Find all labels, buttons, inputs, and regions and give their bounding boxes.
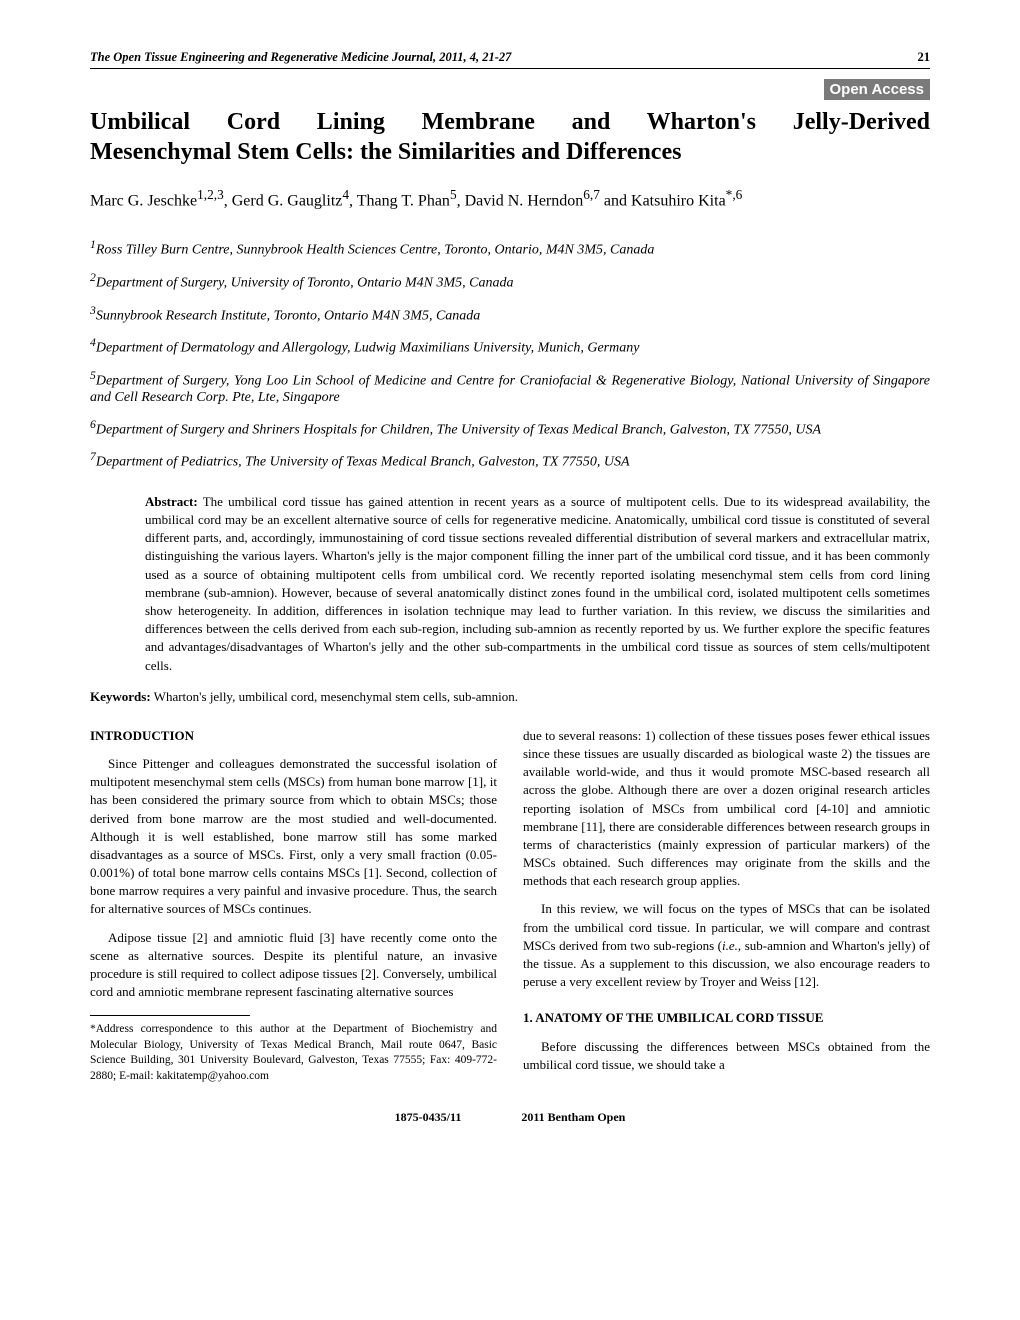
affiliation: 7Department of Pediatrics, The Universit… (90, 450, 930, 471)
keywords-text: Wharton's jelly, umbilical cord, mesench… (151, 689, 518, 704)
correspondence-footnote: *Address correspondence to this author a… (90, 1022, 497, 1084)
affiliations-block: 1Ross Tilley Burn Centre, Sunnybrook Hea… (90, 238, 930, 471)
col2-p1: due to several reasons: 1) collection of… (523, 727, 930, 891)
affiliation: 2Department of Surgery, University of To… (90, 271, 930, 292)
affiliation: 6Department of Surgery and Shriners Hosp… (90, 418, 930, 439)
keywords-label: Keywords: (90, 689, 151, 704)
footer: 1875-0435/11 2011 Bentham Open (90, 1110, 930, 1125)
copyright: 2011 Bentham Open (521, 1110, 625, 1125)
footnote-rule (90, 1015, 250, 1016)
affiliation: 5Department of Surgery, Yong Loo Lin Sch… (90, 369, 930, 406)
section1-p1: Before discussing the differences betwee… (523, 1038, 930, 1074)
author-list: Marc G. Jeschke1,2,3, Gerd G. Gauglitz4,… (90, 187, 930, 210)
abstract: Abstract: The umbilical cord tissue has … (145, 493, 930, 675)
abstract-text: The umbilical cord tissue has gained att… (145, 494, 930, 673)
affiliation: 3Sunnybrook Research Institute, Toronto,… (90, 304, 930, 325)
running-header: The Open Tissue Engineering and Regenera… (90, 50, 930, 65)
open-access-badge: Open Access (824, 79, 931, 100)
abstract-label: Abstract: (145, 494, 198, 509)
section1-heading: 1. ANATOMY OF THE UMBILICAL CORD TISSUE (523, 1009, 930, 1027)
header-rule (90, 68, 930, 69)
intro-p2: Adipose tissue [2] and amniotic fluid [3… (90, 929, 497, 1002)
affiliation: 1Ross Tilley Burn Centre, Sunnybrook Hea… (90, 238, 930, 259)
journal-name: The Open Tissue Engineering and Regenera… (90, 50, 436, 64)
body-columns: INTRODUCTION Since Pittenger and colleag… (90, 727, 930, 1085)
issn: 1875-0435/11 (395, 1110, 462, 1125)
intro-p1: Since Pittenger and colleagues demonstra… (90, 755, 497, 919)
open-access-wrap: Open Access (90, 81, 930, 99)
col2-p2: In this review, we will focus on the typ… (523, 900, 930, 991)
keywords: Keywords: Wharton's jelly, umbilical cor… (90, 689, 930, 705)
article-title: Umbilical Cord Lining Membrane and Whart… (90, 107, 930, 167)
affiliation: 4Department of Dermatology and Allergolo… (90, 336, 930, 357)
year-volume: 2011, 4, 21-27 (436, 50, 511, 64)
intro-heading: INTRODUCTION (90, 727, 497, 745)
page-number: 21 (918, 50, 931, 65)
